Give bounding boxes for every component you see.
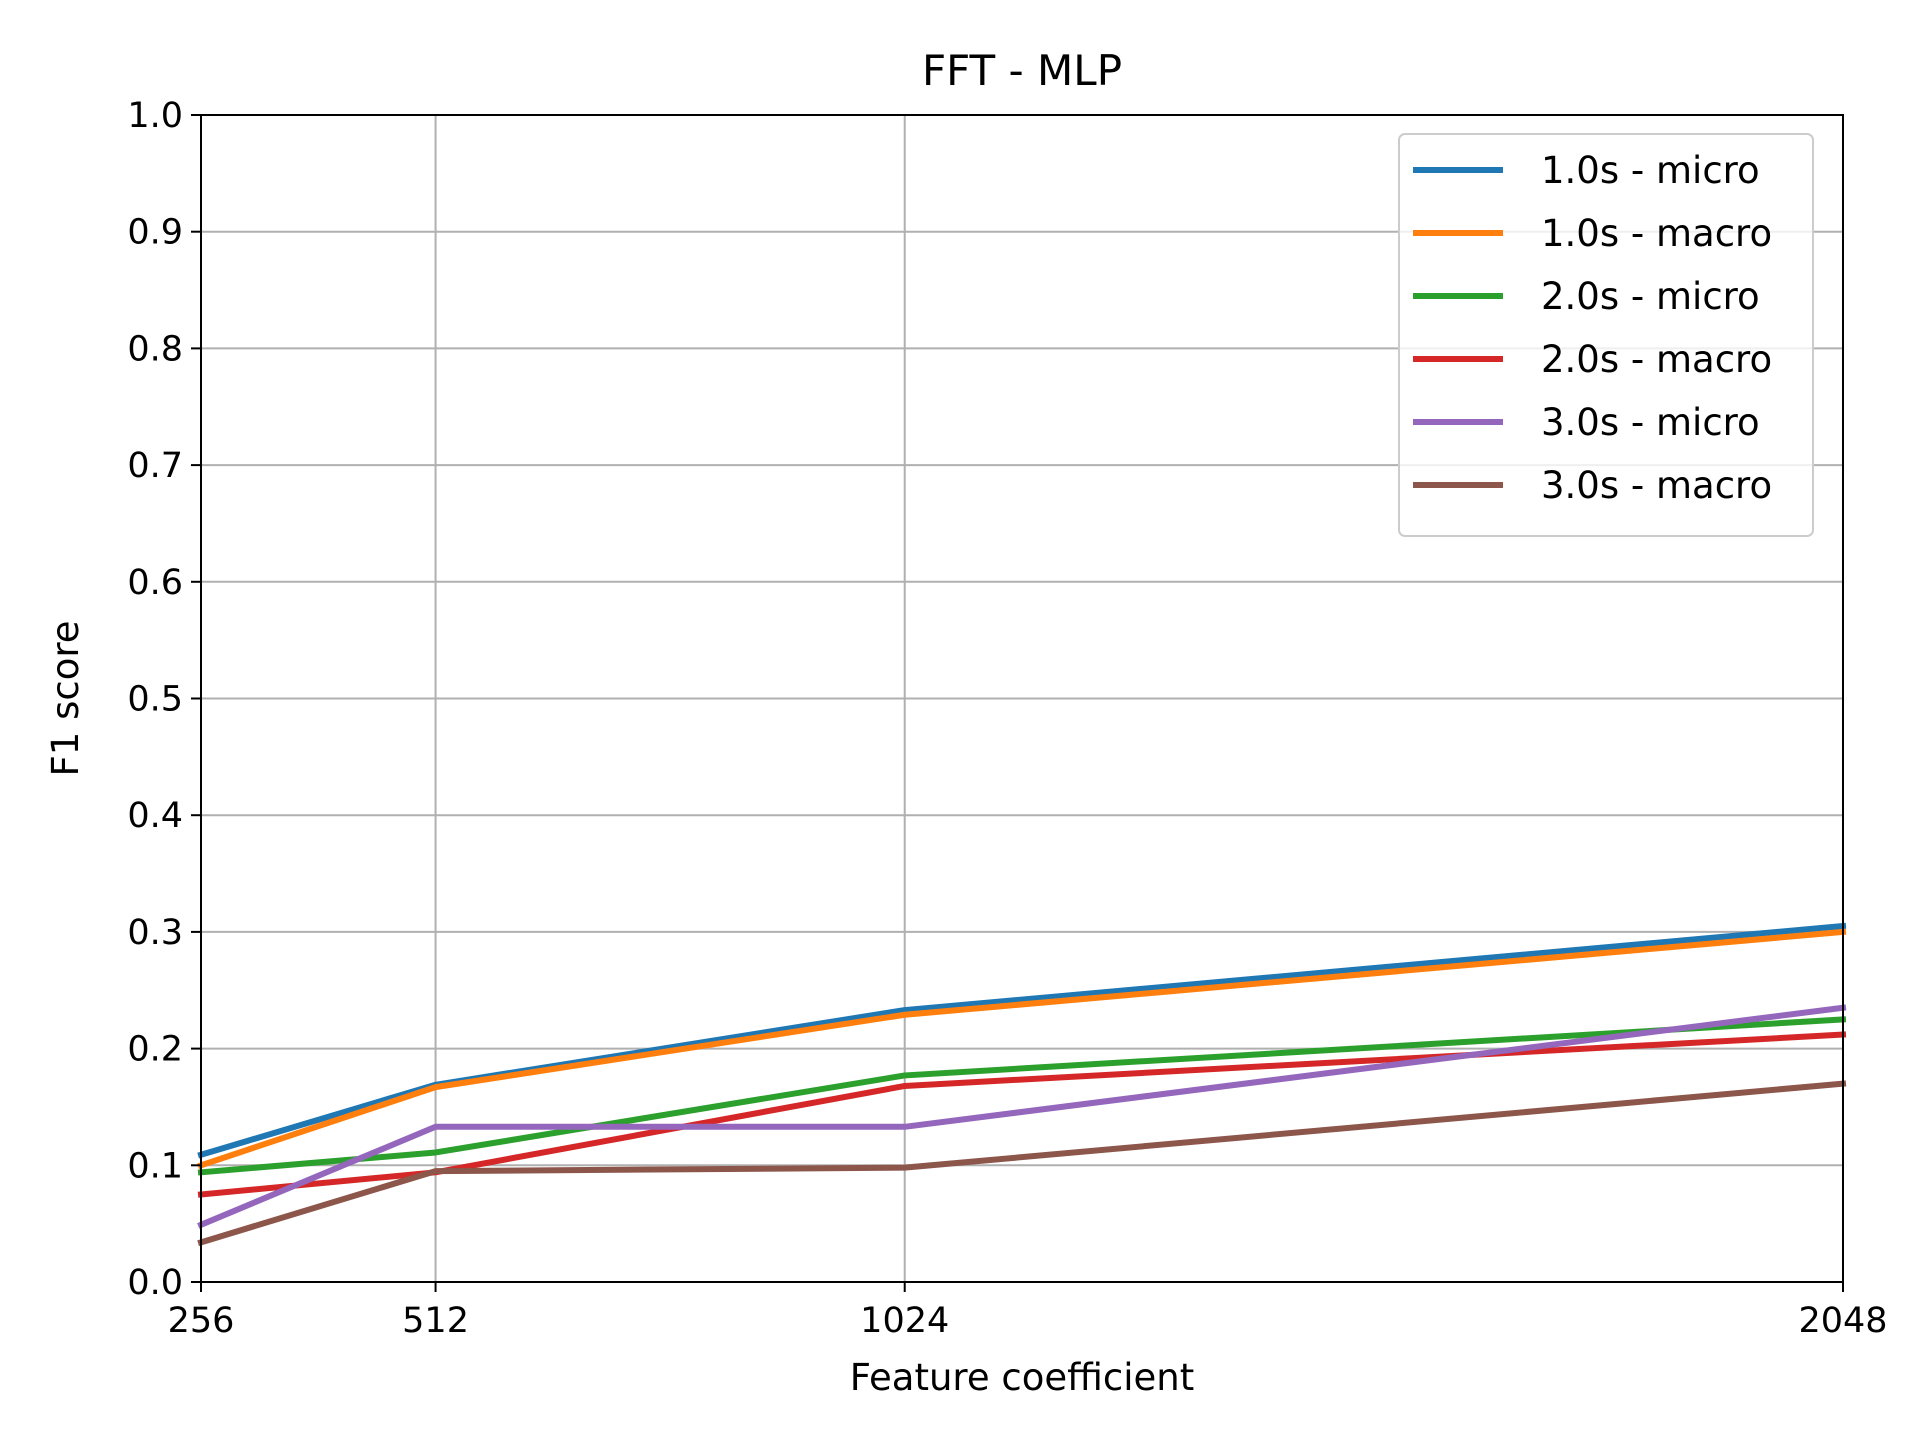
y-tick-label: 0.8 [127,329,183,369]
legend-label: 3.0s - micro [1541,401,1760,444]
legend: 1.0s - micro 1.0s - macro 2.0s - micro 2.0s… [1398,133,1814,537]
series-line-1-0s-macro [197,928,1847,1170]
legend-label: 3.0s - macro [1541,464,1772,507]
legend-label: 2.0s - macro [1541,338,1772,381]
series-line-3-0s-micro [197,1004,1847,1229]
y-tick-label: 0.0 [127,1263,183,1303]
x-tick-label: 2048 [1798,1301,1887,1341]
y-tick-label: 0.9 [127,213,183,253]
series-line-3-0s-macro [197,1080,1847,1247]
y-tick-label: 0.1 [127,1146,183,1186]
legend-label: 1.0s - micro [1541,149,1760,192]
y-tick-label: 0.5 [127,680,183,720]
y-tick-label: 0.2 [127,1030,183,1070]
y-tick-label: 0.6 [127,563,183,603]
series-line-2-0s-micro [197,1016,1847,1176]
chart-title: FFT - MLP [922,46,1122,95]
y-tick-label: 0.4 [127,796,183,836]
x-tick-label: 512 [402,1301,469,1341]
legend-label: 1.0s - macro [1541,212,1772,255]
legend-label: 2.0s - micro [1541,275,1760,318]
axis-ticks: 256 512 1024 2048 0.0 0.1 0.2 0.3 0.4 0.5 0.6 0.7 0.… [127,96,1887,1341]
x-tick-label: 256 [168,1301,235,1341]
series-line-1-0s-micro [197,922,1847,1159]
x-axis-title: Feature coefficient [850,1356,1194,1399]
y-axis-title: F1 score [44,620,87,776]
x-tick-label: 1024 [860,1301,949,1341]
y-tick-label: 1.0 [127,96,183,136]
y-tick-label: 0.7 [127,446,183,486]
series-lines [197,922,1847,1247]
y-tick-label: 0.3 [127,913,183,953]
